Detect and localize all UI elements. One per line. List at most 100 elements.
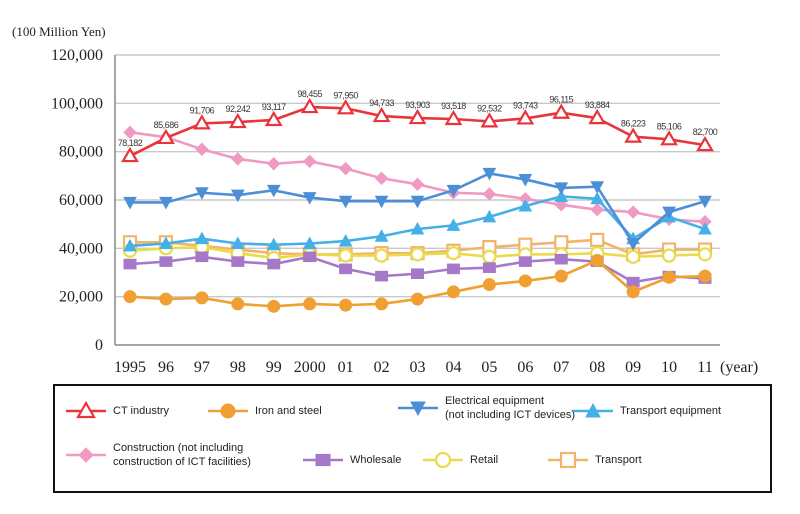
data-point — [590, 232, 605, 247]
data-point — [195, 251, 209, 263]
data-label: 98,455 — [297, 89, 322, 99]
data-label: 92,532 — [477, 103, 502, 113]
data-point — [315, 453, 331, 467]
legend-symbol — [398, 401, 438, 417]
series-line — [129, 131, 706, 224]
data-point — [554, 182, 569, 195]
data-point — [374, 195, 389, 209]
data-point — [78, 447, 94, 463]
data-point — [697, 247, 713, 262]
data-point — [374, 171, 389, 185]
data-point — [336, 99, 355, 115]
data-label: 93,518 — [441, 101, 466, 111]
legend-label: Construction (not including construction… — [113, 442, 251, 468]
legend-item: Transport — [545, 449, 642, 471]
data-label: 97,950 — [333, 90, 358, 100]
series-lines — [121, 97, 714, 313]
x-tick-label: 07 — [553, 359, 569, 376]
y-tick-label: 120,000 — [51, 47, 103, 64]
x-tick-label: 08 — [589, 359, 605, 376]
data-point — [482, 209, 497, 223]
x-tick-label: 01 — [338, 359, 354, 376]
data-point — [410, 247, 425, 262]
line-chart: (100 Million Yen) 0 20,000 40,000 60,000 80,… — [12, 24, 758, 376]
legend-label: Electrical equipment (not including ICT … — [445, 395, 576, 421]
data-point — [446, 184, 461, 198]
data-point — [444, 109, 463, 126]
data-point — [123, 258, 137, 270]
data-label: 91,706 — [190, 105, 215, 115]
y-tick-label: 40,000 — [59, 240, 103, 257]
legend-label: Wholesale — [350, 454, 402, 466]
data-point — [585, 402, 601, 418]
data-point — [698, 195, 712, 209]
legend-symbol — [548, 451, 588, 469]
data-point — [696, 135, 714, 152]
y-tick-label: 60,000 — [59, 192, 103, 209]
data-point — [372, 106, 391, 123]
data-point — [518, 198, 533, 212]
legend-symbol — [66, 400, 106, 419]
data-point — [220, 403, 236, 419]
data-point — [231, 152, 245, 166]
data-point — [482, 167, 497, 181]
data-point — [410, 221, 425, 235]
x-tick-label: 02 — [374, 359, 390, 376]
data-point — [375, 297, 389, 311]
data-point — [339, 298, 353, 312]
legend-item: Transport equipment — [570, 400, 721, 422]
legend-label: CT industry — [113, 405, 170, 417]
data-label: 78,182 — [118, 138, 143, 148]
data-point — [300, 97, 319, 114]
data-point — [626, 285, 640, 299]
data-point — [266, 237, 281, 251]
y-tick-label: 80,000 — [59, 144, 103, 161]
legend-symbol — [423, 451, 463, 469]
data-point — [302, 192, 317, 205]
data-point — [662, 270, 676, 284]
data-point — [230, 236, 245, 249]
data-point — [374, 248, 389, 263]
data-point — [195, 187, 209, 200]
data-point — [159, 196, 173, 210]
data-label: 86,223 — [621, 119, 646, 129]
data-point — [482, 262, 496, 273]
series-group — [121, 97, 714, 163]
legend-item: Electrical equipment (not including ICT … — [395, 394, 575, 422]
series-group — [123, 167, 712, 251]
legend-label: Transport — [595, 454, 642, 466]
data-point — [446, 246, 461, 261]
data-point — [157, 128, 175, 145]
data-point — [338, 161, 353, 176]
legend-label: Retail — [470, 454, 499, 466]
legend-item: Iron and steel — [205, 400, 322, 422]
x-tick-label: 11 — [697, 359, 712, 376]
data-label: 92,242 — [226, 104, 251, 114]
data-point — [660, 130, 678, 146]
data-point — [123, 290, 137, 304]
data-point — [338, 234, 353, 247]
data-point — [588, 108, 607, 125]
data-point — [446, 218, 461, 231]
data-point — [267, 258, 281, 270]
y-tick-labels: 0 20,000 40,000 60,000 80,000 100,000 120,000 — [51, 47, 103, 354]
data-label: 85,686 — [154, 120, 179, 130]
series-group — [123, 125, 712, 229]
data-point — [338, 195, 353, 209]
data-point — [626, 205, 640, 219]
data-point — [411, 292, 424, 306]
data-point — [195, 142, 209, 156]
chart-area: (100 Million Yen) 0 20,000 40,000 60,000 80,… — [12, 24, 758, 376]
data-label: 93,903 — [405, 100, 430, 110]
data-point — [231, 297, 245, 311]
data-point — [626, 238, 640, 251]
data-labels: 78,182 85,686 91,706 92,242 93,117 98,455 97,9… — [118, 89, 719, 148]
data-point — [626, 249, 641, 264]
data-label: 93,743 — [513, 100, 538, 110]
axes — [114, 55, 720, 346]
data-point — [267, 157, 281, 171]
data-point — [410, 195, 425, 209]
series-group — [122, 240, 713, 266]
data-point — [554, 269, 568, 283]
data-point — [302, 154, 317, 169]
